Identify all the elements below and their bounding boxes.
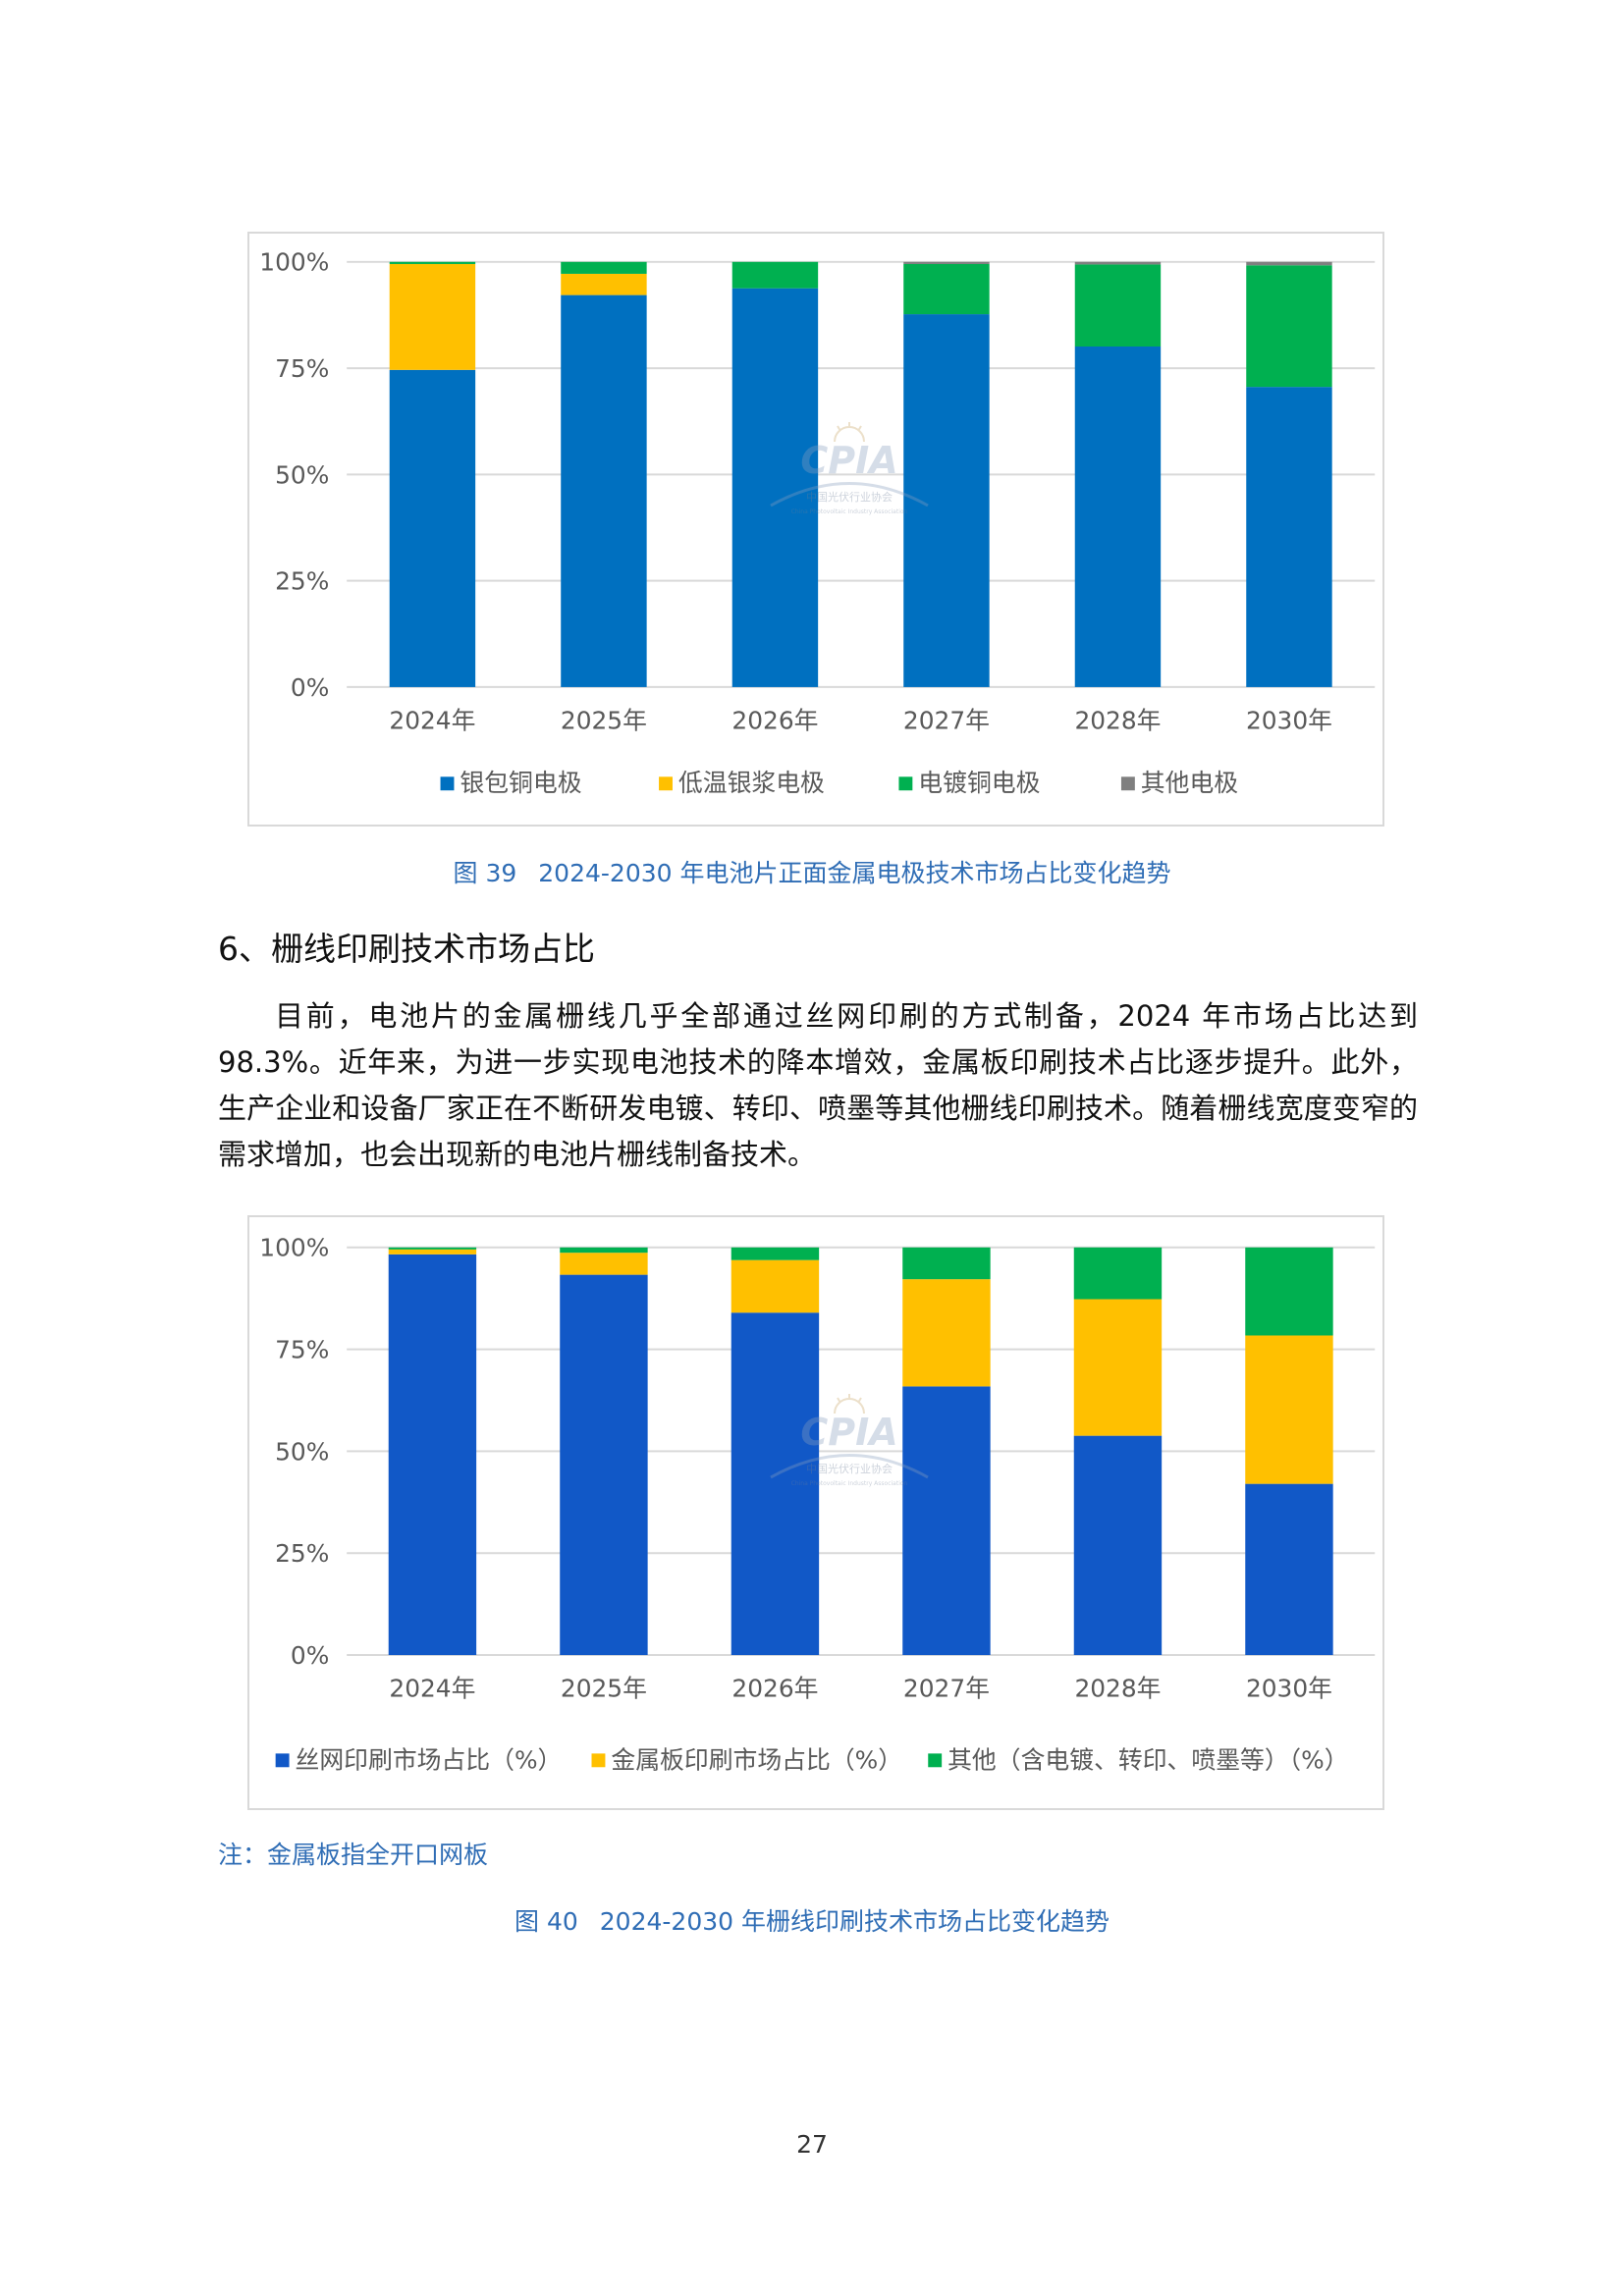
bar-segment bbox=[1246, 261, 1332, 266]
legend-label: 其他电极 bbox=[1141, 769, 1238, 797]
bar-segment bbox=[731, 1247, 820, 1260]
bar-segment bbox=[1074, 346, 1162, 687]
legend-label: 银包铜电极 bbox=[460, 769, 581, 797]
y-tick-label: 100% bbox=[259, 1234, 329, 1262]
cpia-watermark: CPIA 中国光伏行业协会 China Photovoltaic Industr… bbox=[761, 422, 938, 540]
bar-segment bbox=[1245, 1247, 1333, 1336]
bar-segment bbox=[560, 1247, 648, 1254]
bar-segment bbox=[388, 1247, 477, 1250]
bar-segment bbox=[1073, 1299, 1163, 1436]
bar-segment bbox=[388, 1254, 477, 1656]
y-tick-label: 75% bbox=[275, 354, 329, 383]
bar-segment bbox=[1074, 261, 1162, 265]
y-tick-label: 75% bbox=[275, 1336, 329, 1364]
bar-segment bbox=[561, 273, 647, 295]
x-tick-label: 2030年 bbox=[1246, 707, 1332, 735]
bar-segment bbox=[903, 314, 990, 687]
watermark-logo-text: CPIA bbox=[800, 439, 897, 482]
watermark-org-name-en: China Photovoltaic Industry Association bbox=[791, 1480, 908, 1487]
legend-swatch bbox=[928, 1753, 943, 1768]
bar-segment bbox=[903, 263, 990, 315]
y-tick-label: 50% bbox=[275, 1437, 329, 1466]
watermark-org-name: 中国光伏行业协会 bbox=[806, 1462, 893, 1475]
bar-segment bbox=[1073, 1435, 1163, 1656]
legend-swatch bbox=[275, 1753, 290, 1768]
swoosh-icon bbox=[770, 482, 929, 507]
watermark-org-name: 中国光伏行业协会 bbox=[806, 490, 893, 504]
y-tick-label: 100% bbox=[259, 248, 329, 277]
y-tick-label: 25% bbox=[275, 567, 329, 596]
legend-swatch bbox=[440, 776, 455, 791]
bar-segment bbox=[389, 263, 476, 370]
bar-segment bbox=[561, 294, 647, 687]
chart-40-svg: 0% 25% 50% 75% 100% 2024年 2025年 2026年 2027年 2028年… bbox=[259, 1234, 1376, 1774]
figure-39-caption: 图 39 2024-2030 年电池片正面金属电极技术市场占比变化趋势 bbox=[0, 854, 1624, 889]
legend-label: 其他（含电镀、转印、喷墨等）（%） bbox=[947, 1745, 1348, 1774]
bar-segment bbox=[561, 261, 647, 274]
legend-swatch bbox=[1120, 776, 1135, 791]
bar-segment bbox=[560, 1274, 648, 1656]
x-tick-label: 2028年 bbox=[1074, 1675, 1161, 1703]
y-tick-label: 0% bbox=[291, 673, 329, 702]
chart-40: 0% 25% 50% 75% 100% 2024年 2025年 2026年 2027年 2028年… bbox=[247, 1215, 1384, 1810]
legend-swatch bbox=[898, 776, 913, 791]
watermark-logo-text: CPIA bbox=[800, 1411, 897, 1454]
legend-swatch bbox=[591, 1753, 606, 1768]
swoosh-icon bbox=[770, 1454, 929, 1479]
bar-segment bbox=[731, 1312, 820, 1656]
figure-40-caption: 图 40 2024-2030 年栅线印刷技术市场占比变化趋势 bbox=[0, 1902, 1624, 1938]
bar-segment bbox=[1246, 387, 1332, 687]
x-tick-label: 2026年 bbox=[731, 1675, 818, 1703]
bar-segment bbox=[1245, 1335, 1333, 1484]
chart-39-svg: 0% 25% 50% 75% 100% 2024年 2025年 2026年 2027年 2028年… bbox=[259, 248, 1376, 797]
bar-segment bbox=[902, 1247, 991, 1280]
figure-39-title: 2024-2030 年电池片正面金属电极技术市场占比变化趋势 bbox=[538, 859, 1171, 887]
bar-segment bbox=[1073, 1247, 1163, 1300]
legend-label: 金属板印刷市场占比（%） bbox=[611, 1745, 902, 1774]
x-tick-label: 2024年 bbox=[389, 1675, 475, 1703]
x-tick-label: 2026年 bbox=[731, 707, 818, 735]
y-tick-label: 50% bbox=[275, 460, 329, 489]
bar-segment bbox=[1074, 264, 1162, 347]
x-tick-label: 2025年 bbox=[561, 1675, 647, 1703]
bar-segment bbox=[389, 261, 476, 264]
x-tick-label: 2030年 bbox=[1246, 1675, 1332, 1703]
bar-segment bbox=[731, 261, 819, 289]
figure-40-label: 图 40 bbox=[514, 1907, 578, 1936]
legend-label: 电镀铜电极 bbox=[918, 769, 1040, 797]
bar-segment bbox=[1245, 1483, 1333, 1656]
x-tick-label: 2027年 bbox=[903, 1675, 990, 1703]
legend-label: 丝网印刷市场占比（%） bbox=[296, 1745, 563, 1774]
body-paragraph: 目前，电池片的金属栅线几乎全部通过丝网印刷的方式制备，2024 年市场占比达到 … bbox=[218, 999, 1418, 1171]
watermark-org-name-en: China Photovoltaic Industry Association bbox=[791, 508, 908, 515]
section-heading: 6、栅线印刷技术市场占比 bbox=[218, 930, 595, 968]
x-tick-label: 2027年 bbox=[903, 707, 990, 735]
chart-39: 0% 25% 50% 75% 100% 2024年 2025年 2026年 2027年 2028年… bbox=[247, 232, 1384, 827]
x-tick-label: 2024年 bbox=[389, 707, 475, 735]
bar-segment bbox=[902, 1386, 991, 1656]
cpia-watermark: CPIA 中国光伏行业协会 China Photovoltaic Industr… bbox=[761, 1394, 938, 1512]
legend-label: 低温银浆电极 bbox=[678, 769, 825, 797]
bar-segment bbox=[1246, 265, 1332, 388]
bar-segment bbox=[731, 288, 819, 687]
sun-rays-icon bbox=[834, 422, 865, 443]
legend-swatch bbox=[659, 776, 673, 791]
bar-segment bbox=[560, 1253, 648, 1275]
figure-note: 注：金属板指全开口网板 bbox=[218, 1841, 489, 1869]
sun-rays-icon bbox=[834, 1394, 865, 1415]
bar-segment bbox=[903, 261, 990, 264]
bar-segment bbox=[902, 1279, 991, 1387]
y-tick-label: 25% bbox=[275, 1539, 329, 1568]
x-tick-label: 2025年 bbox=[561, 707, 647, 735]
x-tick-label: 2028年 bbox=[1074, 707, 1161, 735]
bar-segment bbox=[388, 1249, 477, 1255]
figure-39-label: 图 39 bbox=[453, 859, 517, 887]
bar-segment bbox=[731, 1259, 820, 1313]
page-number: 27 bbox=[796, 2130, 828, 2159]
figure-40-title: 2024-2030 年栅线印刷技术市场占比变化趋势 bbox=[599, 1907, 1110, 1936]
y-tick-label: 0% bbox=[291, 1641, 329, 1670]
bar-segment bbox=[389, 369, 476, 687]
